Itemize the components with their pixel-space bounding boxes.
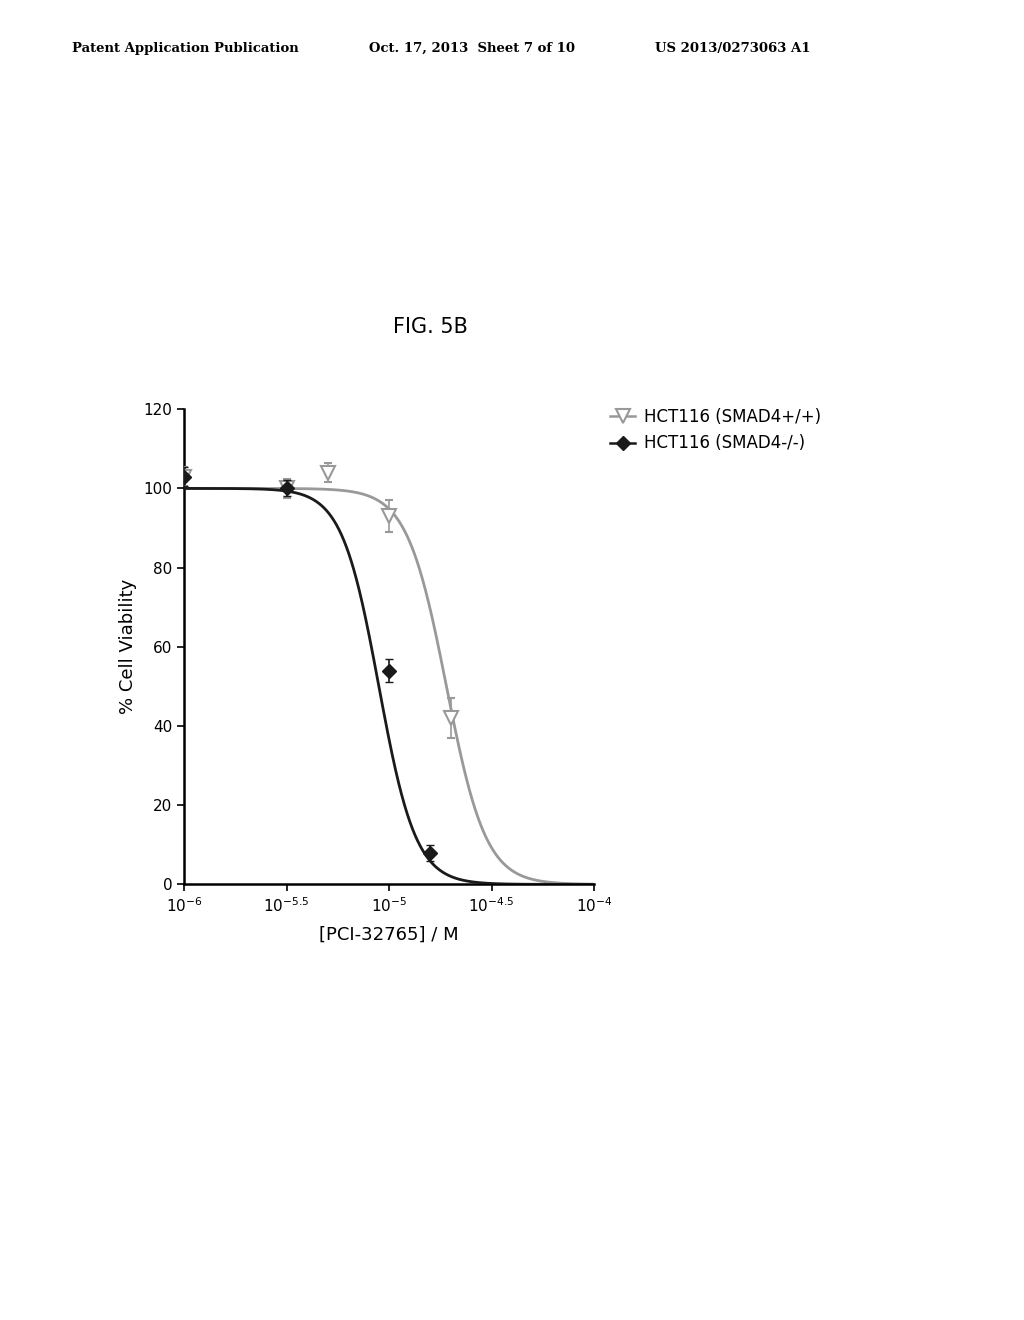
Text: Oct. 17, 2013  Sheet 7 of 10: Oct. 17, 2013 Sheet 7 of 10: [369, 42, 574, 55]
Text: US 2013/0273063 A1: US 2013/0273063 A1: [655, 42, 811, 55]
Text: Patent Application Publication: Patent Application Publication: [72, 42, 298, 55]
Text: FIG. 5B: FIG. 5B: [392, 317, 468, 337]
Y-axis label: % Cell Viability: % Cell Viability: [119, 579, 136, 714]
X-axis label: [PCI-32765] / M: [PCI-32765] / M: [319, 927, 459, 944]
Legend: HCT116 (SMAD4+/+), HCT116 (SMAD4-/-): HCT116 (SMAD4+/+), HCT116 (SMAD4-/-): [610, 408, 821, 453]
